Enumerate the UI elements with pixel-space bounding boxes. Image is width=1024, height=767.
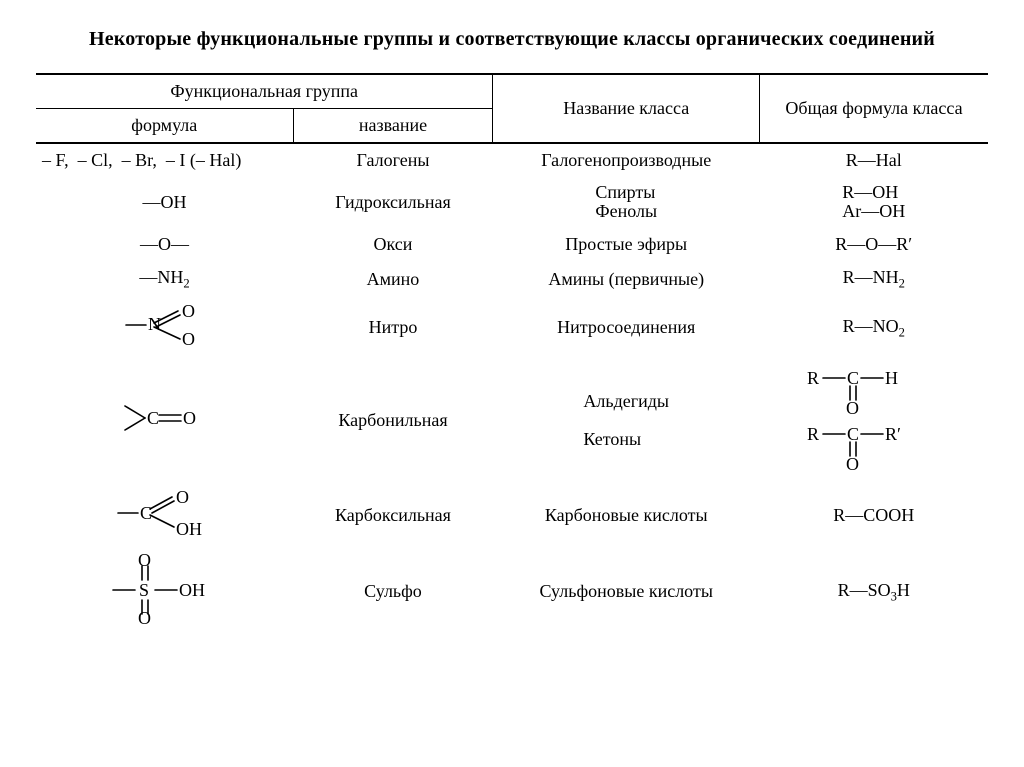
cell-class: СпиртыФенолы [493,177,760,228]
table-row: C O Карбонильная АльдегидыКетоны [36,358,988,483]
cell-name: Сульфо [293,548,493,635]
cell-class: Амины (первичные) [493,261,760,298]
svg-text:O: O [176,489,189,507]
cell-name: Окси [293,228,493,261]
header-class-name: Название класса [493,74,760,143]
svg-text:C: C [140,503,152,523]
carboxyl-structure-icon: C O OH [110,489,220,542]
svg-text:R: R [807,368,819,388]
cell-class: Карбоновые кислоты [493,483,760,548]
svg-text:O: O [846,454,859,472]
cell-general: R—COOH [759,483,988,548]
aldehyde-ketone-structure-icon: R C H O R C [799,364,949,477]
cell-class: Нитросоединения [493,297,760,358]
cell-formula: —O— [36,228,293,261]
cell-formula: C O OH [36,483,293,548]
page-title: Некоторые функциональные группы и соотве… [36,28,988,51]
header-func-group: Функциональная группа [36,74,493,109]
svg-text:S: S [139,580,149,600]
svg-text:C: C [847,424,859,444]
cell-class: АльдегидыКетоны [493,358,760,483]
svg-text:C: C [147,408,159,428]
functional-groups-table: Функциональная группа Название класса Об… [36,73,988,635]
cell-name: Карбоксильная [293,483,493,548]
svg-text:O: O [182,329,195,347]
table-row: N O O Нитро Нитросоединения R—NO2 [36,297,988,358]
header-name: название [293,109,493,144]
svg-text:O: O [846,398,859,418]
cell-formula: S O O OH [36,548,293,635]
cell-general: R—Hal [759,143,988,177]
svg-text:OH: OH [176,519,202,537]
table-row: – F, – Cl, – Br, – I (– Hal) Галогены Га… [36,143,988,177]
svg-text:H: H [885,368,898,388]
cell-class: Простые эфиры [493,228,760,261]
cell-class: Сульфоновые кислоты [493,548,760,635]
header-general: Общая формула класса [759,74,988,143]
svg-text:O: O [182,303,195,321]
nitro-structure-icon: N O O [120,303,210,352]
svg-text:OH: OH [179,580,205,600]
cell-general: R—OHAr—OH [759,177,988,228]
table-row: —OH Гидроксильная СпиртыФенолы R—OHAr—OH [36,177,988,228]
table-row: —NH2 Амино Амины (первичные) R—NH2 [36,261,988,298]
cell-general: R—NO2 [759,297,988,358]
svg-text:C: C [847,368,859,388]
svg-text:R′: R′ [885,424,901,444]
cell-name: Амино [293,261,493,298]
cell-formula: C O [36,358,293,483]
cell-class: Галогенопроизводные [493,143,760,177]
cell-general: R—SO3H [759,548,988,635]
cell-name: Карбонильная [293,358,493,483]
cell-name: Нитро [293,297,493,358]
svg-text:O: O [183,408,196,428]
svg-text:O: O [138,554,151,570]
cell-formula: —NH2 [36,261,293,298]
cell-formula: N O O [36,297,293,358]
cell-general: R—NH2 [759,261,988,298]
cell-general: R—O—R′ [759,228,988,261]
svg-text:R: R [807,424,819,444]
carbonyl-structure-icon: C O [115,398,215,443]
svg-text:O: O [138,608,151,624]
cell-formula: – F, – Cl, – Br, – I (– Hal) [36,143,293,177]
table-row: —O— Окси Простые эфиры R—O—R′ [36,228,988,261]
cell-formula: —OH [36,177,293,228]
header-formula: формула [36,109,293,144]
cell-name: Галогены [293,143,493,177]
sulfo-structure-icon: S O O OH [105,554,225,629]
table-row: C O OH Карбоксильная Карбоновые кислоты … [36,483,988,548]
svg-text:N: N [148,314,161,334]
cell-general: R C H O R C [759,358,988,483]
cell-name: Гидроксильная [293,177,493,228]
table-row: S O O OH Сульфо Сульфоновые кислоты R—SO… [36,548,988,635]
